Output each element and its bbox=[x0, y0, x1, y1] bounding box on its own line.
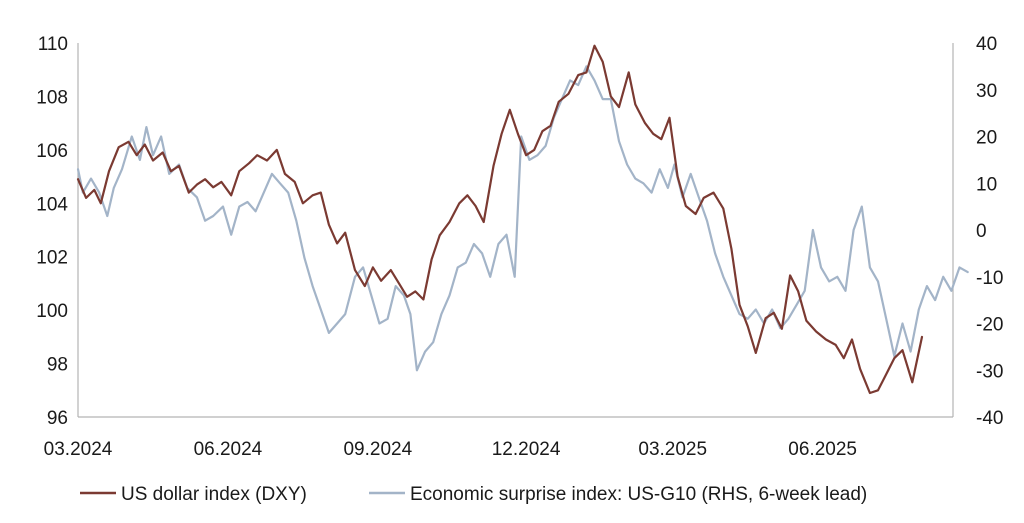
legend-label: Economic surprise index: US-G10 (RHS, 6-… bbox=[410, 484, 867, 505]
y-right-tick-label: -40 bbox=[976, 408, 1003, 429]
x-tick-label: 12.2024 bbox=[492, 439, 561, 460]
y-right-tick-label: 20 bbox=[976, 128, 997, 149]
legend-label: US dollar index (DXY) bbox=[121, 484, 307, 505]
y-right-tick-label: -20 bbox=[976, 315, 1003, 336]
y-left-tick-label: 102 bbox=[36, 248, 68, 269]
y-right-tick-label: 10 bbox=[976, 174, 997, 195]
y-right-tick-label: -30 bbox=[976, 361, 1003, 382]
y-right-tick-label: 30 bbox=[976, 81, 997, 102]
y-left-tick-label: 96 bbox=[47, 408, 68, 429]
x-tick-label: 06.2024 bbox=[194, 439, 263, 460]
y-left-tick-label: 98 bbox=[47, 355, 68, 376]
axes-layer: 96 98 100 102 104 106 108 110 -40 -30 -20 -10 0 10 20 3… bbox=[36, 34, 1003, 460]
series-line-dxy bbox=[76, 44, 924, 395]
x-tick-label: 03.2024 bbox=[44, 439, 113, 460]
y-left-tick-label: 106 bbox=[36, 141, 68, 162]
x-tick-label: 03.2025 bbox=[638, 439, 707, 460]
y-left-tick-label: 100 bbox=[36, 301, 68, 322]
y-left-tick-label: 108 bbox=[36, 87, 68, 108]
x-tick-label: 09.2024 bbox=[343, 439, 412, 460]
y-left-tick-label: 110 bbox=[38, 34, 68, 55]
y-left-tick-label: 104 bbox=[36, 194, 68, 215]
legend-item-dxy: US dollar index (DXY) bbox=[80, 484, 307, 505]
y-right-tick-label: 0 bbox=[976, 221, 987, 242]
legend: US dollar index (DXY) Economic surprise i… bbox=[80, 484, 867, 505]
y-right-tick-label: 40 bbox=[976, 34, 997, 55]
series-layer bbox=[76, 44, 969, 395]
series-line-surprise bbox=[76, 65, 969, 372]
legend-item-surprise: Economic surprise index: US-G10 (RHS, 6-… bbox=[369, 484, 867, 505]
y-right-tick-label: -10 bbox=[976, 268, 1003, 289]
x-tick-label: 06.2025 bbox=[788, 439, 857, 460]
